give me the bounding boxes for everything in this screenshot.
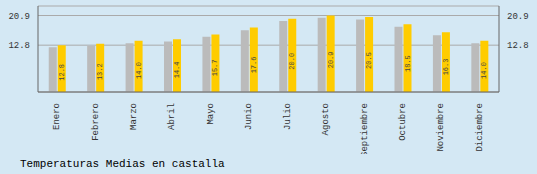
svg-text:Junio: Junio	[244, 103, 254, 130]
svg-text:Abril: Abril	[167, 103, 177, 130]
svg-text:Enero: Enero	[52, 103, 62, 130]
svg-text:14.4: 14.4	[173, 61, 181, 78]
svg-text:13.2: 13.2	[96, 63, 104, 80]
svg-text:14.0: 14.0	[135, 62, 143, 79]
svg-text:20.9: 20.9	[507, 12, 529, 22]
svg-text:20.5: 20.5	[365, 52, 373, 69]
svg-text:20.9: 20.9	[327, 51, 335, 68]
svg-text:17.6: 17.6	[250, 57, 258, 74]
svg-text:Noviembre: Noviembre	[436, 103, 446, 152]
html-text:Temperaturas Medias en castall: Temperaturas Medias en castalla	[20, 158, 225, 170]
svg-text:Julio: Julio	[283, 103, 293, 130]
svg-text:18.5: 18.5	[404, 55, 412, 72]
svg-text:Octubre: Octubre	[398, 103, 408, 141]
svg-text:Marzo: Marzo	[129, 103, 139, 130]
svg-text:12.8: 12.8	[507, 41, 529, 51]
svg-text:12.8: 12.8	[8, 41, 30, 51]
svg-text:14.0: 14.0	[480, 62, 488, 79]
svg-text:12.8: 12.8	[58, 64, 66, 81]
svg-text:Diciembre: Diciembre	[475, 103, 485, 152]
svg-text:Agosto: Agosto	[321, 103, 331, 135]
svg-text:Mayo: Mayo	[206, 103, 216, 125]
svg-text:15.7: 15.7	[211, 59, 219, 76]
svg-text:20.9: 20.9	[8, 12, 30, 22]
svg-text:Febrero: Febrero	[91, 103, 101, 141]
svg-text:16.3: 16.3	[442, 59, 450, 76]
svg-text:Septiembre: Septiembre	[360, 103, 370, 154]
svg-text:20.0: 20.0	[288, 53, 296, 70]
